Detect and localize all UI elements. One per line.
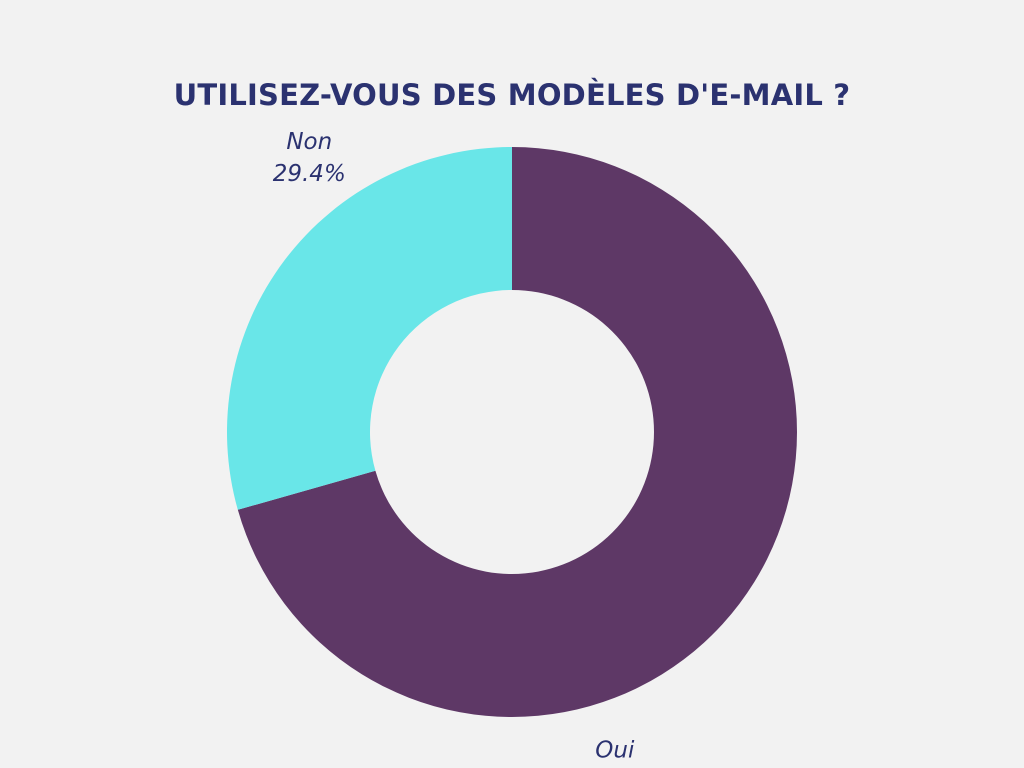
slice-non: [226, 147, 512, 510]
slice-oui: [237, 147, 798, 717]
slice-value-non: 29.4%: [273, 161, 346, 187]
slice-label-non: Non: [286, 129, 332, 155]
chart-title: UTILISEZ-VOUS DES MODÈLES D'E-MAIL ?: [173, 78, 851, 112]
slice-label-oui: Oui: [595, 737, 635, 763]
